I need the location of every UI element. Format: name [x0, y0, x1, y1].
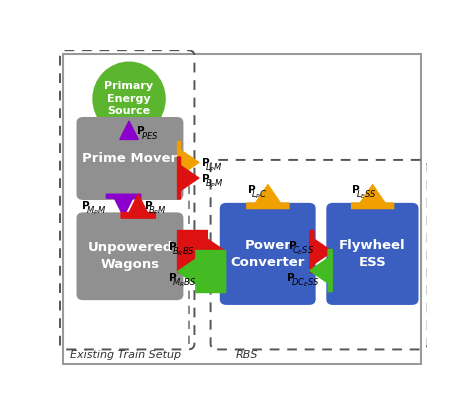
Text: $\mathbf{P}$: $\mathbf{P}$	[137, 124, 146, 136]
Text: Unpowered
Wagons: Unpowered Wagons	[87, 241, 173, 271]
FancyBboxPatch shape	[76, 212, 183, 300]
Text: $\mathbf{P}$: $\mathbf{P}$	[168, 240, 177, 252]
Text: $\mathit{PES}$: $\mathit{PES}$	[141, 130, 158, 141]
Text: $\mathit{L_PC}$: $\mathit{L_PC}$	[251, 189, 267, 202]
Text: $\mathbf{P}$: $\mathbf{P}$	[286, 271, 295, 283]
Text: $\mathit{C_ESS}$: $\mathit{C_ESS}$	[292, 244, 314, 257]
Text: $\mathit{M_RBS}$: $\mathit{M_RBS}$	[172, 276, 196, 289]
Text: $\mathbf{P}$: $\mathbf{P}$	[168, 271, 177, 283]
Text: $\mathit{M_PM}$: $\mathit{M_PM}$	[86, 205, 106, 217]
Text: $\mathbf{P}$: $\mathbf{P}$	[288, 239, 297, 251]
Text: $\mathit{L_PM}$: $\mathit{L_PM}$	[205, 162, 222, 174]
Text: $\mathbf{P}$: $\mathbf{P}$	[201, 172, 210, 184]
Text: $\mathbf{P}$: $\mathbf{P}$	[82, 199, 91, 211]
Text: $\mathbf{P}$: $\mathbf{P}$	[351, 183, 361, 195]
Text: Prime Mover: Prime Mover	[82, 152, 178, 165]
FancyBboxPatch shape	[76, 117, 183, 200]
Text: $\mathit{L_ESS}$: $\mathit{L_ESS}$	[356, 189, 377, 202]
Text: $\mathbf{P}$: $\mathbf{P}$	[144, 199, 153, 211]
Text: $\mathit{DC_ESS}$: $\mathit{DC_ESS}$	[291, 276, 319, 289]
Text: $\mathit{B_RBS}$: $\mathit{B_RBS}$	[172, 246, 195, 258]
Text: Primary
Energy
Source: Primary Energy Source	[104, 81, 154, 116]
Ellipse shape	[92, 62, 166, 136]
Text: Flywheel
ESS: Flywheel ESS	[339, 239, 406, 269]
FancyBboxPatch shape	[220, 203, 316, 305]
Text: $\mathit{B_PM}$: $\mathit{B_PM}$	[148, 205, 167, 217]
Text: Power
Converter: Power Converter	[230, 239, 305, 269]
Text: $\mathit{B_PM}$: $\mathit{B_PM}$	[205, 178, 224, 190]
Text: RBS: RBS	[236, 350, 258, 360]
Text: $\mathbf{P}$: $\mathbf{P}$	[246, 183, 256, 195]
Text: Existing Train Setup: Existing Train Setup	[70, 350, 182, 360]
FancyBboxPatch shape	[63, 55, 421, 364]
FancyBboxPatch shape	[326, 203, 419, 305]
Text: $\mathbf{P}$: $\mathbf{P}$	[201, 157, 210, 169]
